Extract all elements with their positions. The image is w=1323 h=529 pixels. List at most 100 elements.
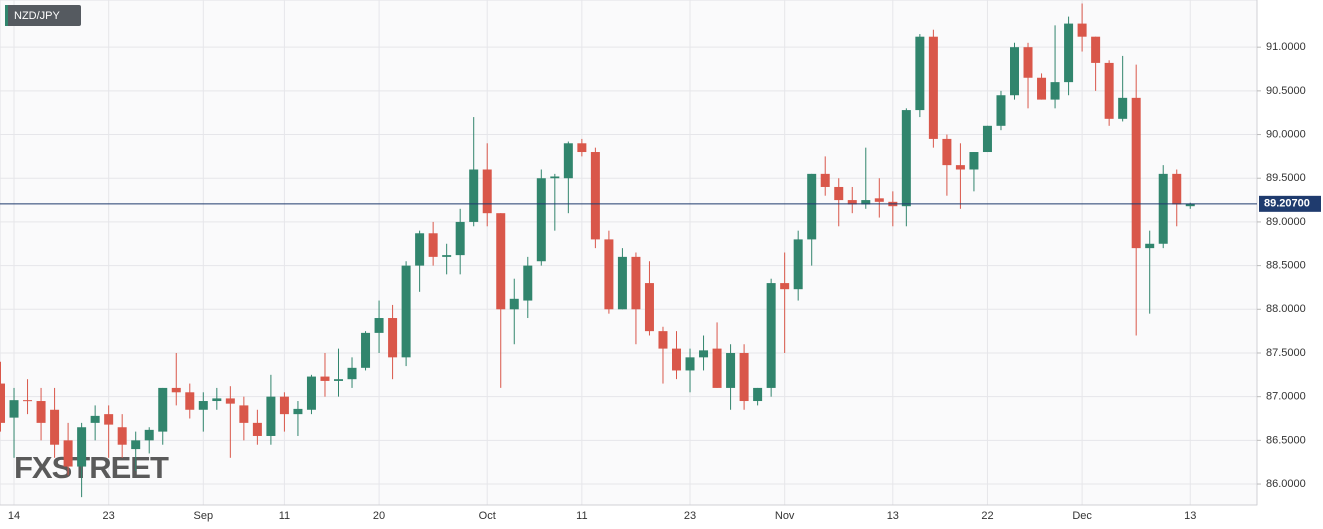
candle-body: [212, 398, 222, 402]
y-tick-label: 90.5000: [1266, 85, 1306, 97]
candle-body: [1023, 47, 1033, 78]
candle-body: [361, 332, 371, 368]
y-tick-label: 87.5000: [1266, 347, 1306, 359]
candle-body: [239, 405, 249, 423]
x-tick-label: 14: [8, 510, 20, 522]
candle-body: [807, 173, 817, 240]
x-tick-label: Dec: [1072, 510, 1092, 522]
candle-body: [861, 200, 871, 205]
candle-body: [780, 283, 790, 290]
x-tick-label: Nov: [775, 510, 795, 522]
candle-body: [847, 200, 857, 205]
y-tick-label: 88.0000: [1266, 303, 1306, 315]
candle-body: [374, 318, 384, 333]
candle-body: [415, 233, 425, 266]
candle-body: [36, 401, 46, 423]
last-price-label: 89.20700: [1264, 198, 1310, 210]
candle-body: [915, 36, 925, 111]
candle-body: [63, 440, 73, 467]
candle-body: [198, 401, 208, 410]
candle-body: [631, 256, 641, 310]
candle-body: [442, 255, 452, 257]
symbol-badge: NZD/JPY: [14, 10, 61, 22]
candle-body: [753, 387, 763, 402]
candle-body: [1145, 243, 1155, 249]
candle-body: [158, 387, 168, 432]
candle-body: [901, 110, 911, 207]
y-tick-label: 86.0000: [1266, 478, 1306, 490]
candle-body: [1010, 47, 1019, 96]
candles: [0, 3, 1195, 498]
y-tick-label: 87.0000: [1266, 391, 1306, 403]
candle-body: [617, 256, 627, 310]
candle-body: [171, 387, 181, 393]
candle-body: [306, 376, 316, 410]
candle-body: [969, 152, 979, 170]
x-tick-label: 22: [981, 510, 993, 522]
candle-body: [766, 283, 776, 388]
candle-body: [712, 348, 722, 388]
x-tick-label: 23: [103, 510, 115, 522]
last-price-tag: [1259, 195, 1321, 212]
x-tick-label: 13: [1184, 510, 1196, 522]
x-tick-label: Oct: [479, 510, 496, 522]
candle-body: [604, 239, 614, 310]
candle-body: [1185, 203, 1195, 207]
candle-body: [996, 95, 1006, 126]
candle-body: [658, 331, 668, 349]
candle-body: [685, 357, 695, 371]
x-tick-label: 13: [887, 510, 899, 522]
candle-body: [144, 429, 154, 441]
candle-body: [279, 396, 289, 415]
x-tick-label: 23: [684, 510, 696, 522]
candle-body: [50, 409, 60, 445]
candle-body: [347, 367, 357, 380]
candle-body: [1158, 173, 1168, 244]
candle-body: [1118, 97, 1128, 119]
badge-accent: [5, 5, 8, 26]
y-tick-label: 91.0000: [1266, 41, 1306, 53]
candle-body: [672, 348, 681, 371]
candle-body: [928, 36, 938, 139]
candle-body: [455, 221, 465, 256]
candle-body: [225, 398, 235, 404]
candle-body: [23, 400, 33, 402]
candle-body: [252, 422, 262, 436]
candle-body: [834, 186, 844, 201]
candle-body: [793, 239, 803, 290]
candle-body: [469, 169, 479, 222]
candle-body: [536, 178, 546, 262]
candle-body: [388, 318, 398, 358]
candle-body: [334, 379, 343, 381]
candle-body: [550, 176, 560, 179]
candle-body: [1064, 23, 1074, 83]
plot-area: [0, 0, 1258, 506]
x-tick-label: 11: [576, 510, 587, 522]
candle-body: [874, 198, 884, 202]
candle-body: [644, 283, 654, 332]
x-tick-label: 11: [279, 510, 290, 522]
candle-body: [699, 350, 709, 358]
candle-body: [523, 265, 533, 301]
candle-body: [0, 383, 5, 423]
candle-body: [185, 392, 195, 410]
candle-body: [90, 415, 100, 423]
candle-body: [1172, 173, 1182, 205]
candle-body: [982, 125, 992, 153]
y-tick-label: 88.5000: [1266, 260, 1306, 272]
y-tick-label: 90.0000: [1266, 128, 1306, 140]
candle-body: [955, 165, 965, 170]
candle-body: [320, 376, 330, 381]
candle-body: [509, 298, 519, 310]
candle-body: [77, 427, 87, 467]
candle-body: [9, 400, 19, 418]
candle-body: [1104, 62, 1114, 119]
badge-bg: [5, 5, 81, 26]
candle-body: [293, 408, 303, 415]
candle-body: [563, 143, 573, 179]
y-tick-label: 86.5000: [1266, 434, 1306, 446]
x-tick-label: 20: [373, 510, 385, 522]
candle-body: [590, 152, 600, 240]
candle-body: [496, 213, 506, 310]
